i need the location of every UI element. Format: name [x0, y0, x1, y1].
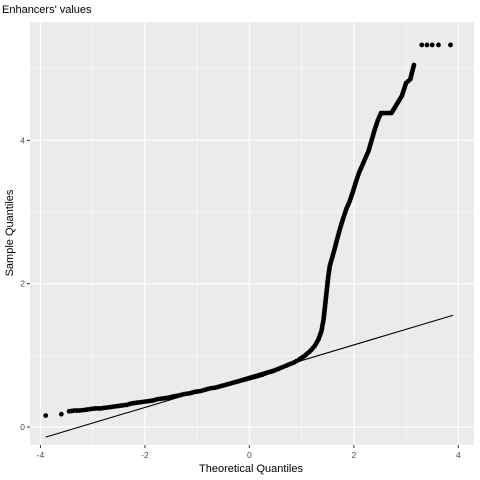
- data-point: [58, 411, 64, 417]
- data-points: [43, 42, 453, 419]
- y-axis-title: Sample Quantiles: [4, 189, 16, 276]
- x-tick-label: 2: [351, 450, 356, 460]
- data-point: [448, 42, 453, 48]
- data-point: [429, 42, 435, 48]
- chart-title: Enhancers' values: [2, 4, 92, 16]
- y-tick-label: 0: [20, 422, 25, 432]
- x-tick-label: -4: [37, 450, 45, 460]
- x-axis-title: Theoretical Quantiles: [199, 463, 303, 475]
- x-tick-label: -2: [141, 450, 149, 460]
- y-tick-label: 4: [20, 135, 25, 145]
- x-tick-label: 4: [456, 450, 461, 460]
- y-tick-label: 2: [20, 279, 25, 289]
- data-point: [424, 42, 430, 48]
- x-tick-label: 0: [247, 450, 252, 460]
- data-point: [419, 42, 425, 48]
- plot-panel: [30, 22, 474, 445]
- y-axis-ticks: 0 2 4: [20, 135, 30, 432]
- data-point: [411, 62, 417, 68]
- data-point: [43, 413, 49, 419]
- x-axis-ticks: -4 -2 0 2 4: [37, 445, 461, 460]
- data-point: [436, 42, 441, 48]
- grid-lines: [30, 22, 474, 445]
